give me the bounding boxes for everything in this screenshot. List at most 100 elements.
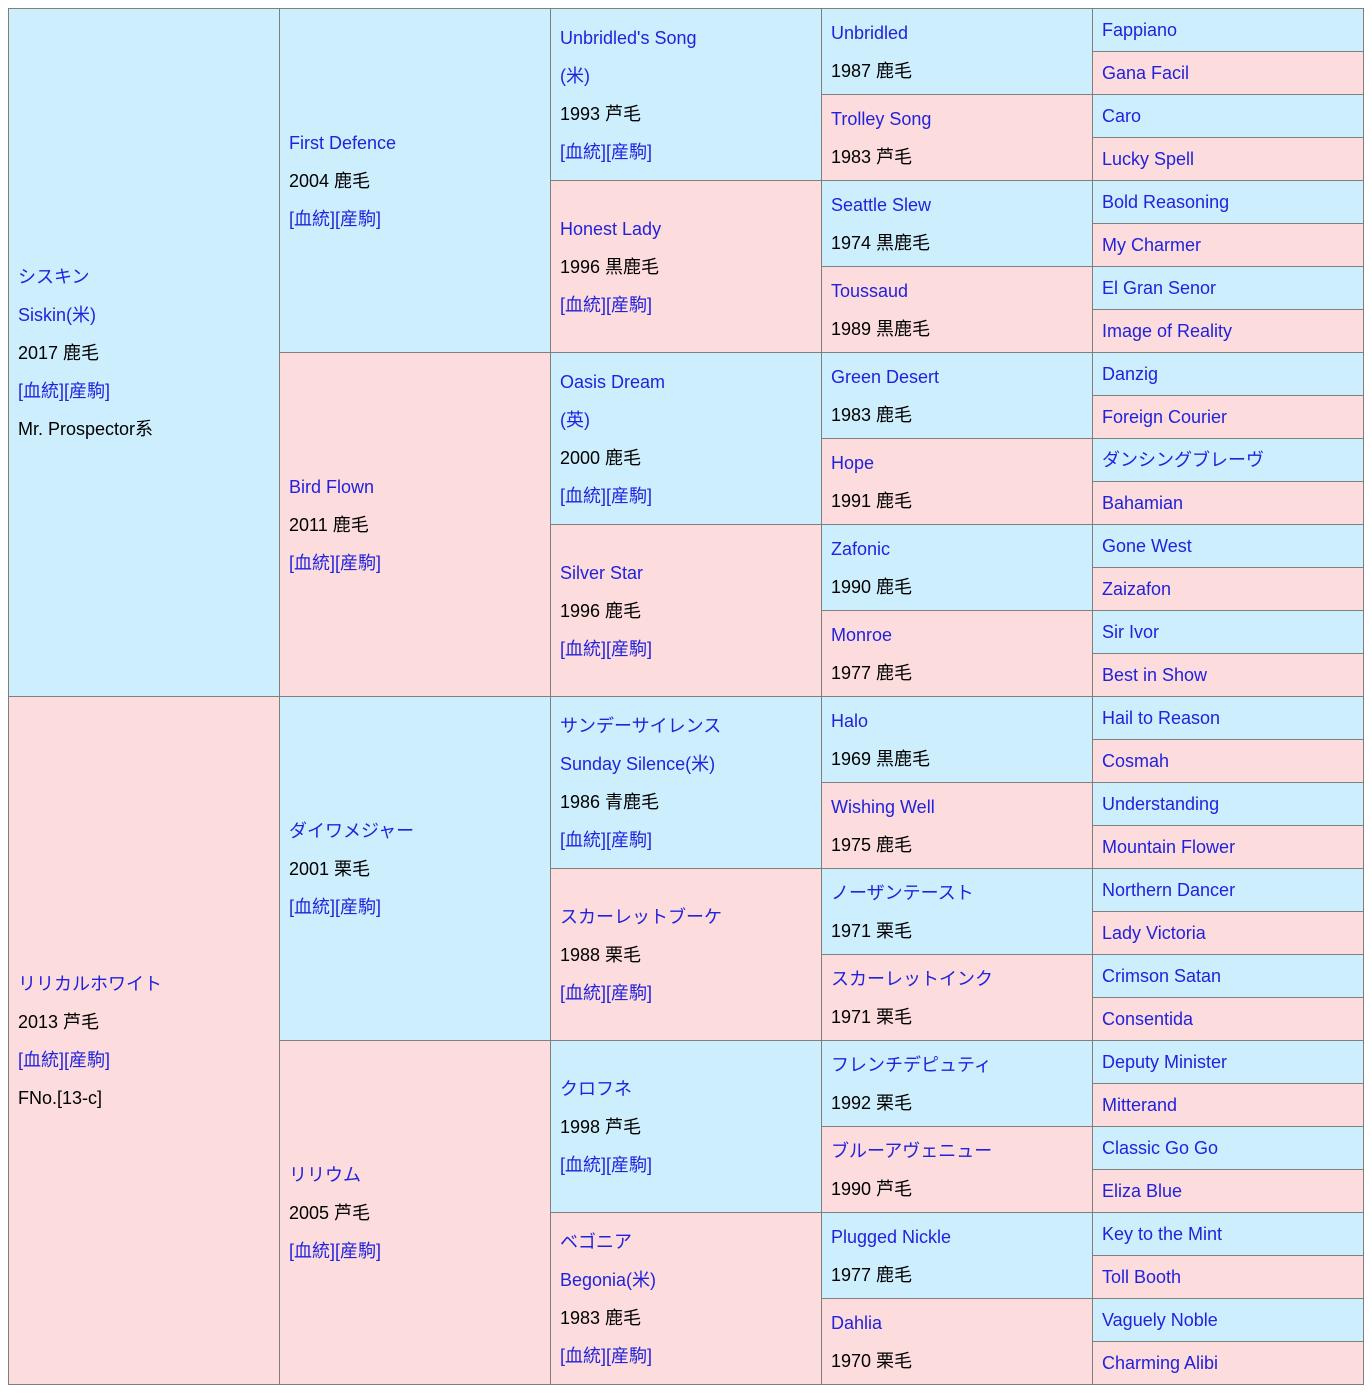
pedigree-link[interactable]: [血統] [289, 208, 336, 229]
horse-name-link[interactable]: リリカルホワイト [18, 973, 162, 994]
horse-name-link[interactable]: Siskin(米) [18, 304, 97, 325]
horse-name-link[interactable]: Toll Booth [1102, 1267, 1182, 1287]
horse-name-link[interactable]: ダイワメジャー [289, 820, 415, 841]
horse-name-link[interactable]: Sir Ivor [1102, 622, 1160, 642]
horse-name-link[interactable]: Dahlia [831, 1312, 883, 1333]
horse-name-link[interactable]: ノーザンテースト [831, 882, 974, 903]
offspring-link[interactable]: [産駒] [606, 1154, 653, 1175]
horse-name-link[interactable]: Zaizafon [1102, 579, 1172, 599]
horse-name-link[interactable]: ブルーアヴェニュー [831, 1140, 993, 1161]
horse-name-link[interactable]: Lady Victoria [1102, 923, 1206, 943]
pedigree-link[interactable]: [血統] [560, 638, 607, 659]
horse-name-line: Crimson Satan [1102, 957, 1357, 995]
horse-name-link[interactable]: Mitterand [1102, 1095, 1178, 1115]
horse-name-link[interactable]: Unbridled's Song [560, 27, 697, 48]
horse-name-link[interactable]: ダンシングブレーヴ [1102, 450, 1264, 470]
horse-name-link[interactable]: Zafonic [831, 538, 891, 559]
horse-name-link[interactable]: Cosmah [1102, 751, 1170, 771]
horse-name-link[interactable]: Hope [831, 452, 875, 473]
horse-name-link[interactable]: Fappiano [1102, 20, 1178, 40]
horse-name-link[interactable]: Lucky Spell [1102, 149, 1195, 169]
horse-name-link[interactable]: シスキン [18, 266, 90, 287]
horse-name-link[interactable]: Toussaud [831, 280, 909, 301]
horse-name-link[interactable]: Vaguely Noble [1102, 1310, 1218, 1330]
offspring-link[interactable]: [産駒] [335, 1240, 382, 1261]
horse-name-link[interactable]: Monroe [831, 624, 893, 645]
pedigree-link[interactable]: [血統] [560, 141, 607, 162]
horse-name-link[interactable]: (米) [560, 65, 590, 86]
horse-name-link[interactable]: Danzig [1102, 364, 1159, 384]
horse-name-link[interactable]: Image of Reality [1102, 321, 1233, 341]
horse-name-link[interactable]: Crimson Satan [1102, 966, 1222, 986]
horse-name-link[interactable]: My Charmer [1102, 235, 1202, 255]
pedigree-link[interactable]: [血統] [560, 1345, 607, 1366]
horse-name-link[interactable]: Bold Reasoning [1102, 192, 1230, 212]
horse-name-link[interactable]: Trolley Song [831, 108, 932, 129]
horse-name-link[interactable]: Honest Lady [560, 218, 662, 239]
offspring-link[interactable]: [産駒] [606, 982, 653, 1003]
horse-name-link[interactable]: Halo [831, 710, 869, 731]
horse-name-link[interactable]: Consentida [1102, 1009, 1194, 1029]
offspring-link[interactable]: [産駒] [64, 380, 111, 401]
horse-name-link[interactable]: Oasis Dream [560, 371, 666, 392]
horse-name-link[interactable]: Hail to Reason [1102, 708, 1221, 728]
offspring-link[interactable]: [産駒] [335, 896, 382, 917]
pedigree-row: シスキン Siskin(米) 2017 鹿毛 [血統][産駒] Mr. Prospect… [8, 8, 1364, 697]
horse-name-link[interactable]: Seattle Slew [831, 194, 932, 215]
horse-name-link[interactable]: (英) [560, 409, 590, 430]
offspring-link[interactable]: [産駒] [606, 1345, 653, 1366]
horse-name-link[interactable]: サンデーサイレンス [560, 715, 722, 736]
horse-name-link[interactable]: Silver Star [560, 562, 644, 583]
horse-name-link[interactable]: ベゴニア [560, 1231, 632, 1252]
horse-name-link[interactable]: Key to the Mint [1102, 1224, 1223, 1244]
horse-name-link[interactable]: Gana Facil [1102, 63, 1190, 83]
pedigree-link[interactable]: [血統] [560, 485, 607, 506]
horse-name-link[interactable]: Eliza Blue [1102, 1181, 1183, 1201]
horse-name-link[interactable]: Best in Show [1102, 665, 1208, 685]
pedigree-link[interactable]: [血統] [560, 1154, 607, 1175]
horse-name-link[interactable]: Gone West [1102, 536, 1192, 556]
horse-name-link[interactable]: リリウム [289, 1164, 361, 1185]
pedigree-link[interactable]: [血統] [18, 380, 65, 401]
horse-name-link[interactable]: フレンチデピュティ [831, 1054, 992, 1075]
horse-name-link[interactable]: Understanding [1102, 794, 1220, 814]
horse-name-link[interactable]: クロフネ [560, 1078, 632, 1099]
pedigree-link[interactable]: [血統] [289, 896, 336, 917]
horse-name-link[interactable]: Caro [1102, 106, 1142, 126]
horse-name-link[interactable]: スカーレットブーケ [560, 906, 722, 927]
offspring-link[interactable]: [産駒] [606, 141, 653, 162]
horse-name-link[interactable]: Green Desert [831, 366, 940, 387]
pedigree-link[interactable]: [血統] [289, 1240, 336, 1261]
horse-name-link[interactable]: スカーレットインク [831, 968, 993, 989]
horse-name-link[interactable]: Wishing Well [831, 796, 935, 817]
pedigree-link[interactable]: [血統] [560, 294, 607, 315]
horse-name-link[interactable]: Plugged Nickle [831, 1226, 952, 1247]
horse-name-link[interactable]: El Gran Senor [1102, 278, 1217, 298]
horse-name-link[interactable]: Bahamian [1102, 493, 1184, 513]
offspring-link[interactable]: [産駒] [606, 638, 653, 659]
horse-name-line: Hail to Reason [1102, 699, 1357, 737]
horse-name-link[interactable]: Northern Dancer [1102, 880, 1236, 900]
horse-name-link[interactable]: Charming Alibi [1102, 1353, 1219, 1373]
horse-name-line: Bold Reasoning [1102, 183, 1357, 221]
offspring-link[interactable]: [産駒] [335, 552, 382, 573]
horse-name-line: Danzig [1102, 355, 1357, 393]
horse-name-link[interactable]: Unbridled [831, 22, 909, 43]
offspring-link[interactable]: [産駒] [64, 1049, 111, 1070]
horse-name-link[interactable]: Begonia(米) [560, 1269, 657, 1290]
horse-name-link[interactable]: First Defence [289, 132, 397, 153]
horse-name-link[interactable]: Deputy Minister [1102, 1052, 1228, 1072]
pedigree-link[interactable]: [血統] [18, 1049, 65, 1070]
pedigree-link[interactable]: [血統] [560, 829, 607, 850]
horse-name-link[interactable]: Mountain Flower [1102, 837, 1236, 857]
horse-name-link[interactable]: Classic Go Go [1102, 1138, 1219, 1158]
offspring-link[interactable]: [産駒] [606, 829, 653, 850]
horse-name-link[interactable]: Foreign Courier [1102, 407, 1228, 427]
offspring-link[interactable]: [産駒] [606, 485, 653, 506]
pedigree-link[interactable]: [血統] [560, 982, 607, 1003]
offspring-link[interactable]: [産駒] [335, 208, 382, 229]
horse-name-link[interactable]: Sunday Silence(米) [560, 753, 716, 774]
horse-name-link[interactable]: Bird Flown [289, 476, 375, 497]
pedigree-link[interactable]: [血統] [289, 552, 336, 573]
offspring-link[interactable]: [産駒] [606, 294, 653, 315]
